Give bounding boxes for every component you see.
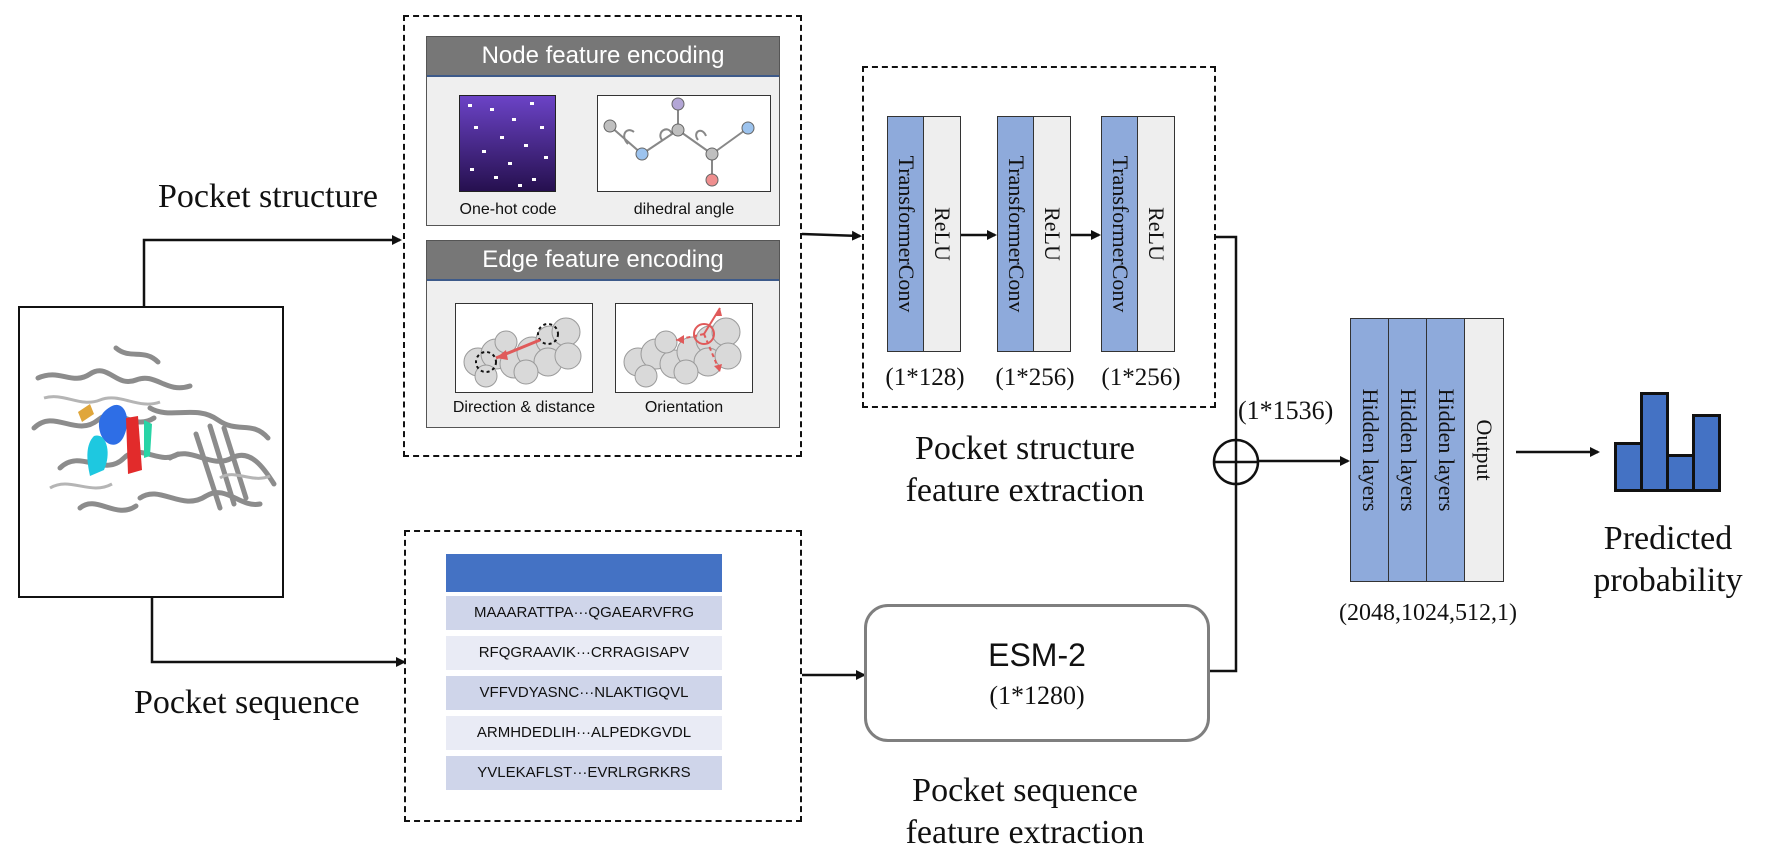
sequence-row: ARMHDEDLIH···ALPEDKGVDL — [446, 716, 722, 750]
relu-block-1: ReLU — [923, 116, 961, 352]
sequence-row: MAAARATTPA···QGAEARVFRG — [446, 596, 722, 630]
sequence-extraction-title-1: Pocket sequence — [912, 772, 1138, 809]
sequence-row: RFQGRAAVIK···CRRAGISAPV — [446, 636, 722, 670]
esm2-model-box: ESM-2 (1*1280) — [864, 604, 1210, 742]
relu-block-2: ReLU — [1033, 116, 1071, 352]
probability-bar-icon — [1614, 392, 1721, 492]
sequence-table: MAAARATTPA···QGAEARVFRG RFQGRAAVIK···CRR… — [446, 554, 722, 800]
fusion-dim-label: (1*1536) — [1238, 396, 1334, 425]
hidden-layer-block-1: Hidden layers — [1350, 318, 1390, 582]
relu-block-3: ReLU — [1137, 116, 1175, 352]
onehot-caption: One-hot code — [459, 201, 557, 218]
orientation-image — [615, 303, 753, 393]
onehot-matrix-image — [459, 95, 556, 192]
orientation-caption: Orientation — [644, 399, 724, 416]
sequence-extraction-title-2: feature extraction — [905, 814, 1145, 851]
dihedral-caption: dihedral angle — [633, 201, 735, 218]
transformerconv-block-2: TransformerConv — [997, 116, 1035, 352]
predicted-probability-label-1: Predicted — [1603, 520, 1733, 557]
direction-caption: Direction & distance — [452, 399, 596, 416]
sequence-table-header — [446, 554, 722, 592]
probability-bar — [1666, 454, 1695, 492]
probability-bar — [1692, 414, 1721, 492]
block-3-dim: (1*256) — [1101, 364, 1181, 391]
block-2-dim: (1*256) — [995, 364, 1075, 391]
sequence-row: VFFVDYASNC···NLAKTIGQVL — [446, 676, 722, 710]
predicted-probability-label-2: probability — [1593, 562, 1743, 599]
probability-bar — [1614, 442, 1643, 492]
pocket-structure-label: Pocket structure — [158, 178, 378, 215]
node-feature-panel: Node feature encoding — [426, 36, 780, 226]
structure-extractor-box — [862, 66, 1216, 408]
direction-distance-image — [455, 303, 593, 393]
output-layer-block: Output — [1464, 318, 1504, 582]
pocket-sequence-label: Pocket sequence — [134, 684, 360, 721]
esm2-label: ESM-2 — [988, 637, 1086, 673]
structure-extraction-title-1: Pocket structure — [915, 430, 1135, 467]
structure-input-arrow — [142, 235, 402, 306]
protein-pocket-image — [18, 306, 284, 598]
transformerconv-block-3: TransformerConv — [1101, 116, 1139, 352]
mlp-dims-label: (2048,1024,512,1) — [1339, 600, 1517, 626]
hidden-layer-block-3: Hidden layers — [1426, 318, 1466, 582]
structure-encoding-box — [403, 15, 802, 457]
block-1-dim: (1*128) — [885, 364, 965, 391]
protein-structure-icon — [31, 345, 277, 513]
structure-to-fusion-line — [1216, 235, 1238, 442]
edge-feature-title: Edge feature encoding — [427, 241, 779, 281]
sequence-row: YVLEKAFLST···EVRLRGRKRS — [446, 756, 722, 790]
hidden-layer-block-2: Hidden layers — [1388, 318, 1428, 582]
esm-to-fusion-line — [1210, 482, 1238, 673]
dihedral-angle-image — [597, 95, 771, 192]
esm2-dim: (1*1280) — [989, 681, 1085, 710]
structure-extraction-title-2: feature extraction — [905, 472, 1145, 509]
sequence-box — [404, 530, 802, 822]
sequence-input-arrow — [150, 598, 406, 667]
encoding-to-extractor-arrow — [801, 230, 862, 241]
probability-bar — [1640, 392, 1669, 492]
node-feature-title: Node feature encoding — [427, 37, 779, 77]
transformerconv-block-1: TransformerConv — [887, 116, 925, 352]
edge-feature-panel: Edge feature encoding — [426, 240, 780, 428]
